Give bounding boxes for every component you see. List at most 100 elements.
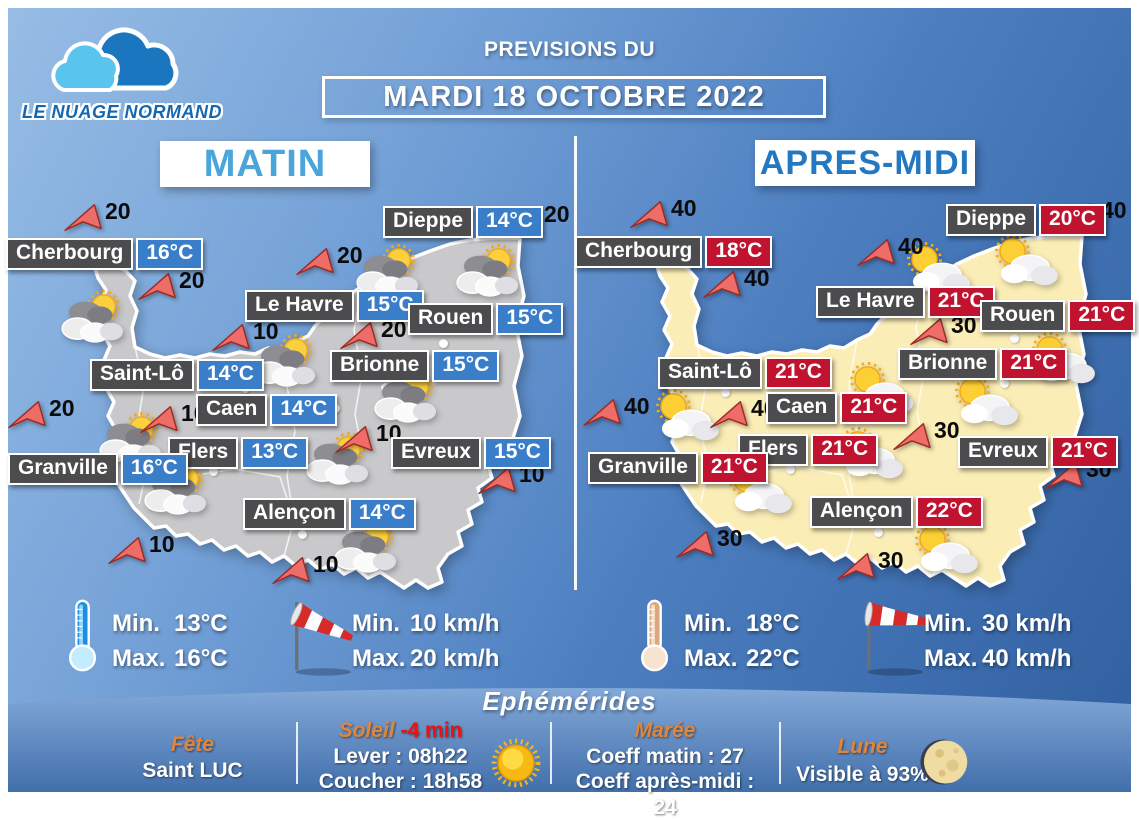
wind-max-label: Max. — [924, 644, 978, 672]
thermometer-icon — [636, 598, 674, 679]
fete-label: Fête — [170, 733, 215, 756]
windsock-icon — [854, 596, 946, 683]
temperature-badge: 16°C — [136, 238, 204, 270]
wind-arrow-icon — [583, 398, 621, 433]
wind-max-label: Max. — [352, 644, 406, 672]
temperature-badge: 21°C — [1000, 348, 1068, 380]
lune-section: Lune Visible à 93% — [790, 733, 935, 789]
city-name: Saint-Lô — [658, 357, 762, 389]
city-label: Saint-Lô 14°C — [90, 359, 264, 391]
soleil-coucher: Coucher : 18h58 — [318, 770, 483, 793]
temperature-badge: 14°C — [197, 359, 264, 391]
wind-max-value: 20 km/h — [410, 644, 500, 672]
village-dot — [1010, 334, 1019, 343]
wind-arrow-icon — [138, 272, 176, 307]
city-name: Granville — [588, 452, 698, 484]
temp-min-label: Min. — [684, 609, 732, 637]
panel-divider — [574, 136, 577, 590]
maree-label: Marée — [634, 719, 696, 742]
wind-arrow-icon — [272, 556, 310, 591]
wind-speed-value: 30 — [717, 525, 743, 551]
temperature-badge: 22°C — [915, 496, 983, 528]
sun-cloud-icon — [909, 521, 987, 579]
wind-arrow: 40 — [857, 233, 924, 273]
city-label: Cherbourg 18°C — [575, 236, 773, 268]
panel-title-matin: MATIN — [160, 141, 370, 187]
soleil-label: Soleil — [338, 719, 395, 742]
ephemerides-title: Ephémérides — [482, 686, 657, 716]
village-dot — [439, 339, 448, 348]
wind-arrow-icon — [8, 400, 46, 435]
city-name: Evreux — [958, 436, 1049, 468]
temp-max-label: Max. — [112, 644, 166, 672]
city-label: Alençon 22°C — [810, 496, 983, 528]
wind-speed-value: 40 — [744, 265, 770, 291]
section-divider — [296, 722, 298, 784]
wind-arrow: 10 — [478, 461, 545, 501]
wind-arrow: 10 — [108, 531, 175, 571]
sun-cloud-icon — [949, 373, 1027, 431]
matin-wind-summary: Min. 10 km/h Max. 20 km/h — [352, 606, 499, 676]
moon-icon — [917, 736, 969, 793]
city-name: Granville — [8, 453, 118, 485]
wind-arrow-icon — [710, 400, 748, 435]
wind-arrow-icon — [140, 405, 178, 440]
soleil-delta: -4 min — [400, 719, 463, 742]
city-label: Saint-Lô 21°C — [658, 357, 832, 389]
wind-arrow: 30 — [910, 312, 977, 352]
section-divider — [550, 722, 552, 784]
city-name: Le Havre — [245, 290, 354, 322]
temperature-badge: 15°C — [496, 303, 564, 335]
wind-speed-value: 40 — [671, 195, 697, 221]
wind-arrow-icon — [703, 270, 741, 305]
wind-arrow: 20 — [8, 395, 75, 435]
temperature-badge: 14°C — [348, 498, 416, 530]
wind-arrow-icon — [630, 200, 668, 235]
lune-label: Lune — [837, 735, 888, 758]
panel-title-apres-midi: APRES-MIDI — [755, 140, 975, 186]
wind-speed-value: 20 — [544, 201, 570, 227]
sun-icon — [490, 737, 542, 794]
wind-speed-value: 30 — [934, 417, 960, 443]
temp-max-label: Max. — [684, 644, 738, 672]
wind-arrow-icon — [335, 425, 373, 460]
wind-arrow-icon — [478, 466, 516, 501]
city-label: Flers 21°C — [738, 434, 879, 466]
temp-min-label: Min. — [112, 609, 160, 637]
logo-text: Le Nuage Normand — [22, 102, 222, 122]
city-label: Dieppe 14°C — [383, 206, 543, 238]
wind-arrow: 30 — [676, 525, 743, 565]
wind-arrow-icon — [1045, 461, 1083, 496]
temperature-badge: 18°C — [705, 236, 773, 268]
wind-arrow: 30 — [893, 417, 960, 457]
village-dot — [209, 467, 218, 476]
wind-speed-value: 10 — [149, 531, 175, 557]
ephemerides-band — [8, 688, 1131, 792]
city-name: Caen — [196, 394, 268, 426]
wind-arrow: 10 — [272, 551, 339, 591]
temperature-badge: 20°C — [1039, 204, 1106, 236]
village-dot — [1000, 379, 1009, 388]
city-label: Rouen 15°C — [408, 303, 564, 335]
thermometer-icon — [64, 598, 102, 679]
forecast-heading: PREVISIONS DU — [483, 38, 656, 61]
section-divider — [779, 722, 781, 784]
wind-min-label: Min. — [924, 609, 972, 637]
wind-arrow: 30 — [837, 547, 904, 587]
city-name: Caen — [766, 392, 838, 424]
wind-arrow-icon — [910, 317, 948, 352]
sun-cloud-icon — [248, 333, 326, 391]
sun-cloud-icon — [989, 233, 1067, 291]
city-name: Brionne — [898, 348, 998, 380]
village-dot — [721, 388, 730, 397]
wind-speed-value: 10 — [253, 318, 279, 344]
temperature-badge: 21°C — [765, 357, 832, 389]
maree-section: Marée Coeff matin : 27 Coeff après-midi … — [565, 718, 765, 820]
city-label: Brionne 21°C — [898, 348, 1068, 380]
city-label: Caen 14°C — [196, 394, 338, 426]
wind-arrow-icon — [212, 323, 250, 358]
wind-arrow: 40 — [630, 195, 697, 235]
wind-arrow: 40 — [703, 265, 770, 305]
wind-arrow-icon — [893, 422, 931, 457]
city-name: Cherbourg — [6, 238, 134, 270]
